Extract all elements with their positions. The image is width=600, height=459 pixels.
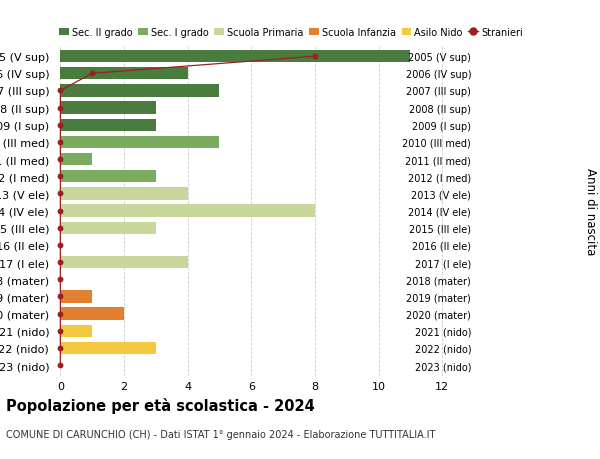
Bar	[61, 222, 156, 235]
Point	[56, 224, 65, 232]
Bar	[61, 342, 156, 354]
Point	[56, 327, 65, 335]
Bar	[61, 102, 156, 115]
Point	[56, 344, 65, 352]
Point	[56, 293, 65, 301]
Point	[56, 139, 65, 146]
Legend: Sec. II grado, Sec. I grado, Scuola Primaria, Scuola Infanzia, Asilo Nido, Stran: Sec. II grado, Sec. I grado, Scuola Prim…	[59, 28, 523, 38]
Text: Anni di nascita: Anni di nascita	[584, 168, 597, 255]
Point	[56, 105, 65, 112]
Text: COMUNE DI CARUNCHIO (CH) - Dati ISTAT 1° gennaio 2024 - Elaborazione TUTTITALIA.: COMUNE DI CARUNCHIO (CH) - Dati ISTAT 1°…	[6, 429, 436, 439]
Point	[56, 190, 65, 198]
Point	[310, 53, 320, 61]
Point	[56, 156, 65, 163]
Bar	[61, 136, 220, 149]
Bar	[61, 256, 188, 269]
Bar	[61, 188, 188, 200]
Point	[56, 173, 65, 180]
Bar	[61, 154, 92, 166]
Bar	[61, 119, 156, 132]
Bar	[61, 51, 410, 63]
Bar	[61, 325, 92, 337]
Point	[56, 122, 65, 129]
Text: Popolazione per età scolastica - 2024: Popolazione per età scolastica - 2024	[6, 397, 315, 413]
Point	[56, 242, 65, 249]
Bar	[61, 291, 92, 303]
Point	[56, 310, 65, 318]
Bar	[61, 205, 315, 217]
Point	[56, 88, 65, 95]
Point	[56, 207, 65, 215]
Point	[56, 259, 65, 266]
Point	[88, 71, 97, 78]
Point	[56, 276, 65, 283]
Bar	[61, 68, 188, 80]
Bar	[61, 308, 124, 320]
Bar	[61, 85, 220, 97]
Bar	[61, 171, 156, 183]
Point	[56, 362, 65, 369]
